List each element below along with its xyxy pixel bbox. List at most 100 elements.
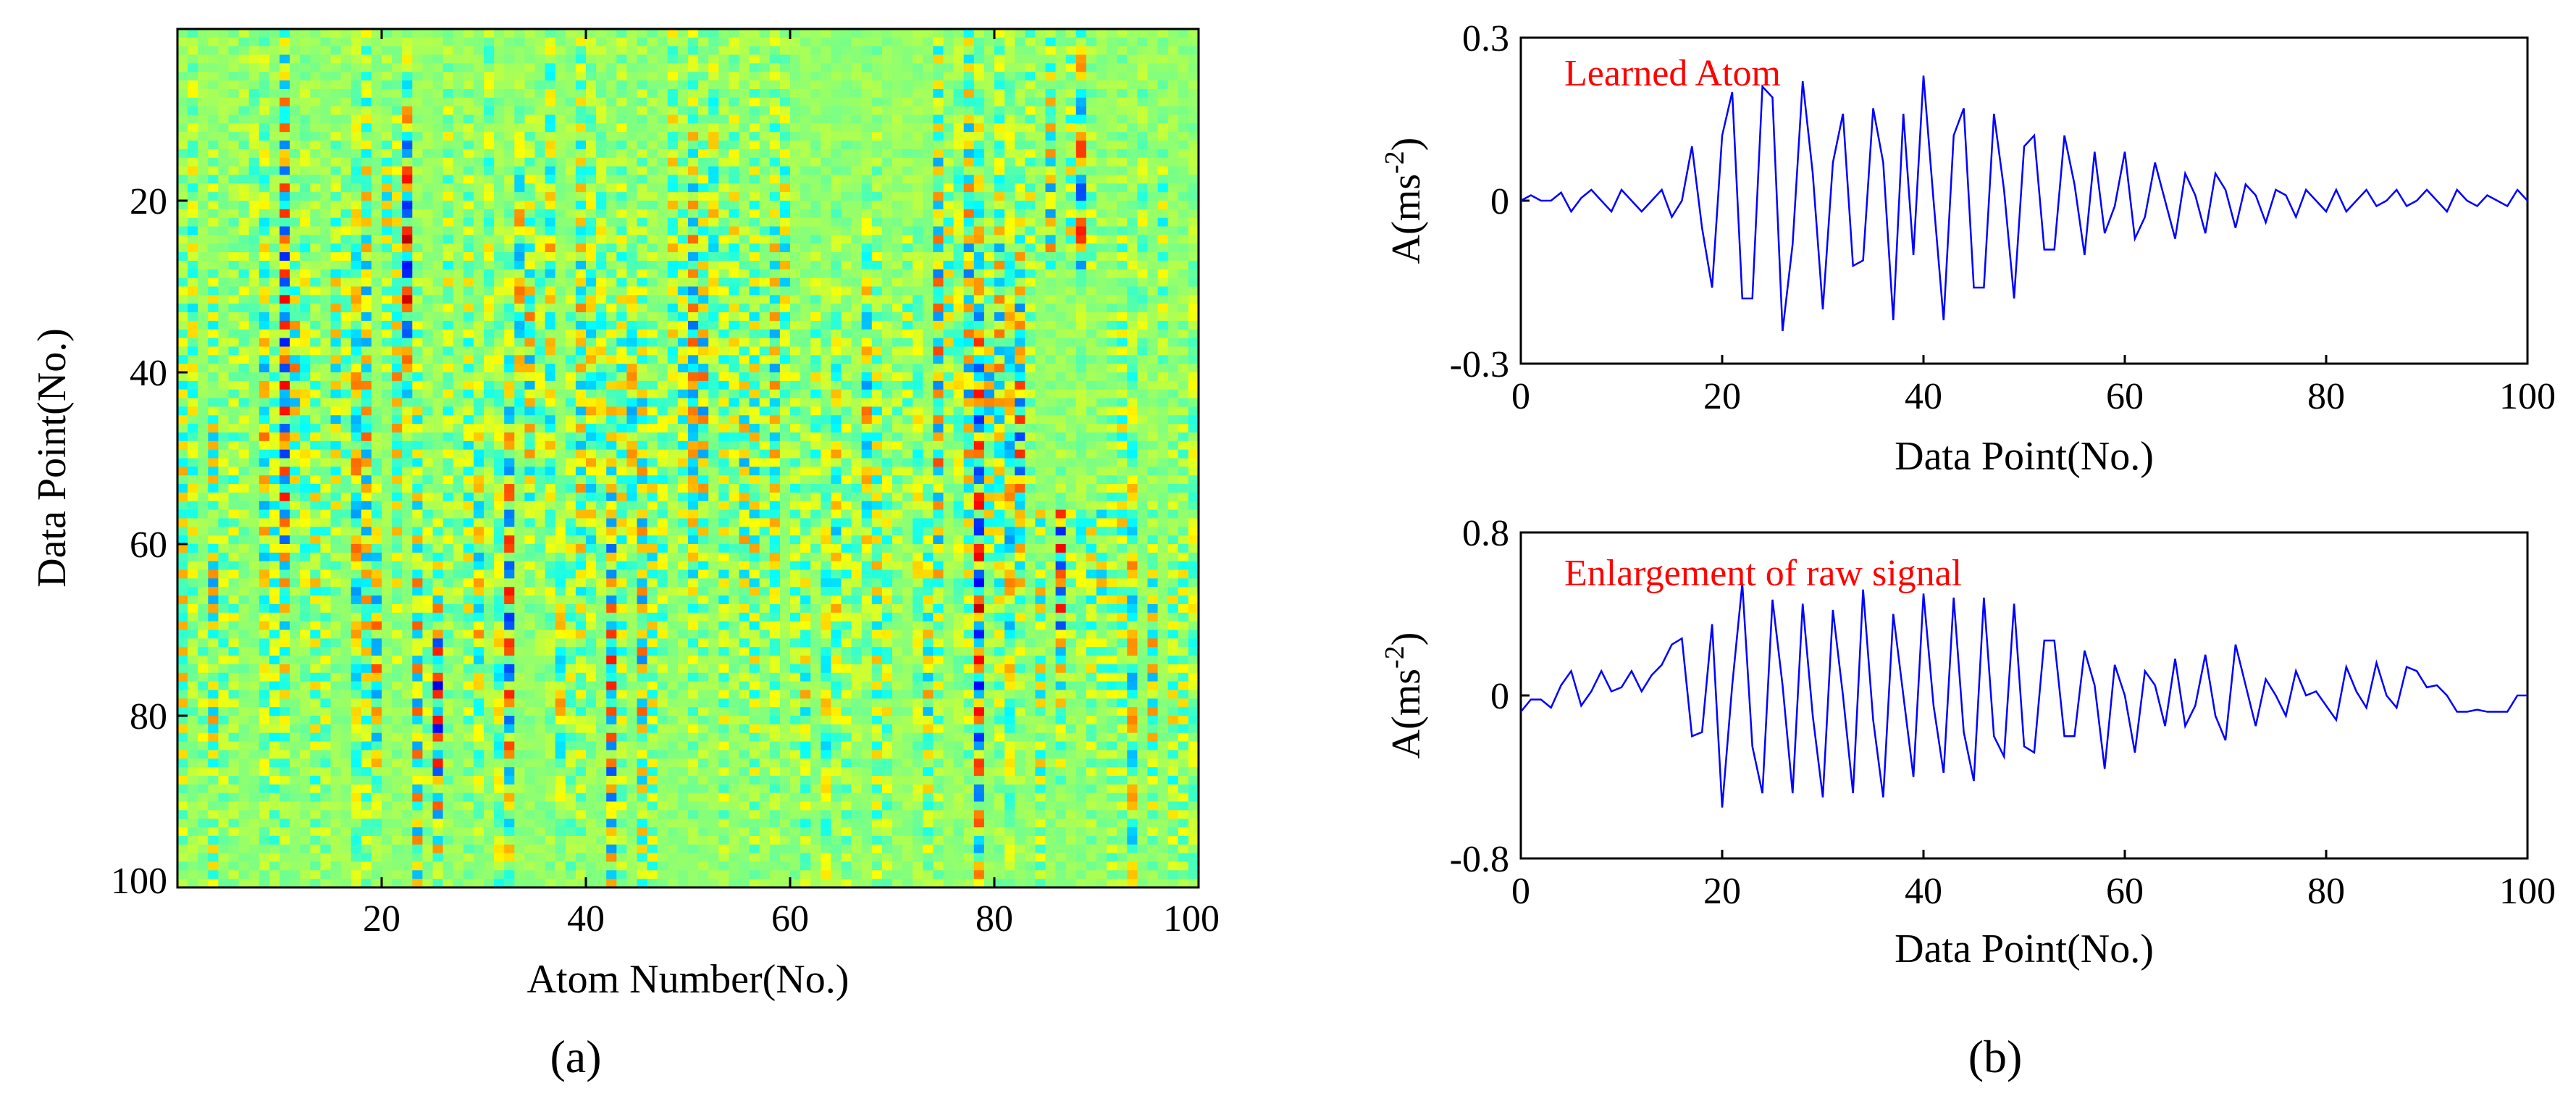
heatmap-cell (514, 544, 525, 553)
heatmap-cell (330, 97, 342, 107)
heatmap-cell (453, 252, 464, 262)
heatmap-cell (677, 329, 689, 339)
heatmap-cell (320, 853, 332, 863)
heatmap-cell (218, 509, 230, 519)
heatmap-cell (361, 879, 372, 888)
heatmap-cell (442, 355, 454, 364)
heatmap-cell (432, 758, 444, 768)
heatmap-cell (320, 716, 332, 725)
heatmap-cell (463, 621, 474, 631)
heatmap-cell (565, 389, 576, 399)
heatmap-cell (300, 123, 311, 133)
heatmap-cell (514, 175, 525, 184)
heatmap-cell (432, 114, 444, 124)
heatmap-cell (198, 424, 209, 433)
heatmap-cell (188, 406, 198, 416)
heatmap-cell (300, 810, 311, 819)
heatmap-cell (280, 97, 290, 107)
heatmap-cell (218, 698, 230, 708)
heatmap-cell (340, 364, 352, 373)
heatmap-cell (473, 853, 484, 863)
heatmap-cell (310, 784, 321, 794)
heatmap-cell (586, 355, 597, 364)
heatmap-cell (361, 664, 372, 674)
heatmap-cell (596, 226, 607, 235)
heatmap-cell (269, 690, 280, 699)
heatmap-cell (361, 621, 372, 631)
heatmap-cell (484, 132, 495, 141)
heatmap-cell (677, 46, 689, 56)
heatmap-cell (677, 544, 689, 553)
heatmap-cell (637, 664, 648, 674)
heatmap-cell (494, 569, 505, 579)
heatmap-cell (442, 398, 454, 407)
heatmap-cell (677, 578, 689, 588)
heatmap-cell (484, 647, 495, 656)
heatmap-cell (310, 183, 321, 193)
heatmap-cell (575, 741, 587, 751)
heatmap-cell (647, 440, 658, 451)
heatmap-cell (575, 775, 587, 785)
heatmap-cell (534, 819, 546, 828)
heatmap-cell (484, 235, 495, 244)
heatmap-cell (657, 647, 668, 656)
heatmap-cell (208, 458, 219, 467)
heatmap-cell (453, 690, 464, 699)
heatmap-cell (514, 775, 525, 785)
heatmap-cell (402, 432, 413, 442)
heatmap-cell (198, 88, 209, 99)
heatmap-cell (637, 372, 648, 382)
heatmap-cell (606, 123, 617, 133)
heatmap-cell (238, 320, 250, 330)
heatmap-cell (280, 861, 290, 871)
heatmap-cell (432, 415, 444, 425)
heatmap-cell (248, 252, 260, 262)
heatmap-cell (198, 724, 209, 734)
heatmap-cell (504, 80, 515, 90)
heatmap-cell (188, 870, 198, 879)
heatmap-cell (351, 226, 362, 235)
heatmap-cell (534, 106, 546, 116)
heatmap-cell (218, 252, 230, 262)
heatmap-cell (269, 561, 280, 571)
heatmap-cell (402, 235, 413, 244)
heatmap-cell (361, 775, 372, 785)
heatmap-cell (208, 37, 219, 47)
heatmap-cell (677, 449, 689, 459)
heatmap-cell (259, 123, 270, 133)
heatmap-cell (463, 844, 474, 854)
heatmap-cell (412, 338, 423, 348)
heatmap-cell (432, 664, 444, 674)
heatmap-cell (545, 707, 556, 716)
heatmap-cell (626, 861, 638, 871)
heatmap-cell (637, 578, 648, 588)
heatmap-cell (616, 260, 627, 270)
heatmap-cell (188, 260, 198, 270)
heatmap-cell (545, 827, 556, 837)
heatmap-cell (442, 810, 454, 819)
heatmap-cell (402, 183, 413, 193)
heatmap-cell (647, 801, 658, 811)
heatmap-cell (402, 406, 413, 416)
heatmap-cell (198, 870, 209, 879)
heatmap-cell (616, 149, 627, 159)
heatmap-cell (432, 835, 444, 845)
heatmap-cell (422, 544, 434, 553)
heatmap-cell (432, 97, 444, 107)
heatmap-cell (402, 226, 413, 235)
heatmap-cell (657, 467, 668, 476)
heatmap-cell (300, 527, 311, 536)
heatmap-cell (259, 346, 270, 356)
heatmap-cell (453, 406, 464, 416)
heatmap-cell (269, 784, 280, 794)
heatmap-cell (677, 63, 689, 72)
heatmap-cell (637, 175, 648, 184)
heatmap-cell (586, 432, 597, 442)
heatmap-cell (412, 630, 423, 639)
heatmap-cell (320, 46, 332, 56)
heatmap-cell (300, 338, 311, 348)
heatmap-cell (524, 758, 536, 768)
heatmap-cell (494, 260, 505, 270)
heatmap-cell (534, 226, 546, 235)
heatmap-cell (473, 819, 484, 828)
